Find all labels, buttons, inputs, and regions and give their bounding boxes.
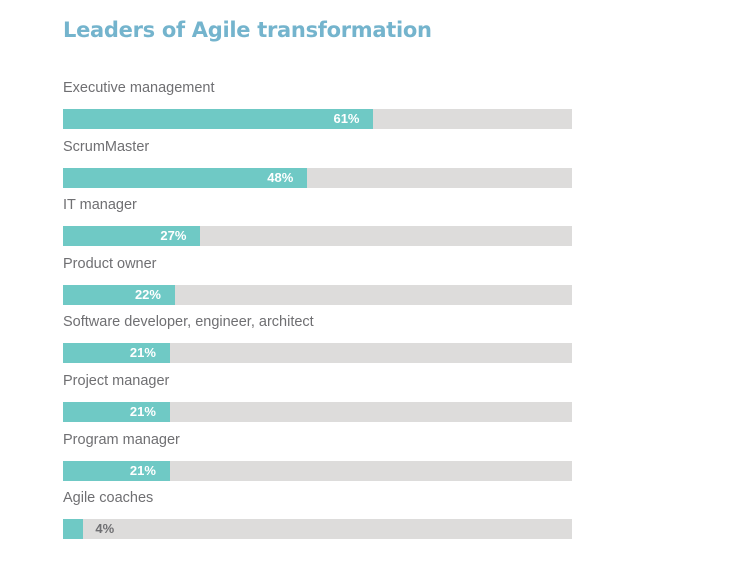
bar-label: Program manager: [63, 431, 180, 448]
bar-label: IT manager: [63, 197, 137, 214]
bar-track: 48%: [63, 167, 572, 188]
bar-track: 21%: [63, 460, 572, 481]
bar-label: Executive management: [63, 80, 215, 96]
bar-row: Program manager 21%: [63, 432, 572, 491]
bar-value-label: 22%: [134, 286, 161, 302]
chart-title: Leaders of Agile transformation: [63, 18, 432, 42]
bar-value-label: 61%: [333, 111, 360, 126]
bar-value-label: 27%: [160, 228, 187, 244]
bar-row: Product owner 22%: [63, 256, 572, 315]
bar-fill: [63, 401, 170, 422]
bar-row: ScrumMaster 48%: [63, 139, 572, 198]
bar-track: 21%: [63, 343, 572, 364]
bar-track: 22%: [63, 284, 572, 305]
bar-row: Agile coaches 4%: [63, 490, 572, 549]
bar-label: Project manager: [63, 372, 170, 389]
bar-fill: [63, 519, 84, 540]
bar-label: Product owner: [63, 255, 157, 272]
bar-fill: [63, 226, 201, 247]
bar-value-label: 48%: [267, 169, 294, 185]
bar-fill: [63, 343, 170, 364]
bar-label: ScrumMaster: [63, 138, 150, 155]
bar-track: 27%: [63, 226, 572, 247]
bar-value-label: 21%: [129, 345, 156, 361]
bar-value-label: 4%: [95, 521, 115, 537]
bar-fill: [63, 167, 308, 188]
bar-row: IT manager 27%: [63, 197, 572, 256]
bar-track: 21%: [63, 401, 572, 422]
bar-fill: [63, 109, 374, 129]
bar-track: 61%: [63, 109, 572, 129]
bar-label: Software developer, engineer, architect: [63, 314, 314, 331]
bar-value-label: 21%: [129, 403, 156, 419]
bar-fill: [63, 284, 175, 305]
bar-row: Executive management 61%: [63, 80, 572, 139]
bar-row: Software developer, engineer, architect 2…: [63, 314, 572, 373]
bar-label: Agile coaches: [63, 490, 154, 507]
bar-list: Executive management 61% ScrumMaster 48% IT …: [63, 80, 572, 549]
bar-row: Project manager 21%: [63, 373, 572, 432]
bar-value-label: 21%: [129, 462, 156, 478]
bar-fill: [63, 460, 170, 481]
bar-track: 4%: [63, 519, 572, 540]
